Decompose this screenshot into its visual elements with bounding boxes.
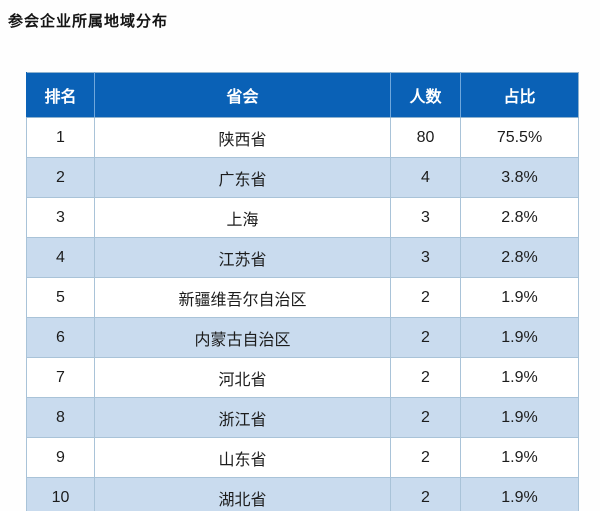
table-cell-count: 80 [390,117,461,158]
table-cell-count: 2 [390,317,461,358]
table-cell-rank: 4 [26,237,95,278]
table-cell-province: 内蒙古自治区 [94,317,391,358]
page-title: 参会企业所属地域分布 [8,13,169,30]
table-row: 5 新疆维吾尔自治区 2 1.9% [26,277,579,318]
table-cell-rank: 8 [26,397,95,438]
table-cell-province: 山东省 [94,437,391,478]
table-cell-province: 河北省 [94,357,391,398]
table-cell-rank: 7 [26,357,95,398]
table-cell-rank: 5 [26,277,95,318]
table-cell-count: 2 [390,397,461,438]
table-cell-count: 3 [390,237,461,278]
table-cell-percent: 1.9% [460,277,579,318]
table-cell-rank: 3 [26,197,95,238]
table-cell-province: 广东省 [94,157,391,198]
table-cell-count: 4 [390,157,461,198]
table-cell-rank: 1 [26,117,95,158]
header-cell-province: 省会 [94,72,391,118]
table-cell-province: 新疆维吾尔自治区 [94,277,391,318]
table-cell-percent: 1.9% [460,357,579,398]
table-row: 3 上海 3 2.8% [26,197,579,238]
table-cell-count: 2 [390,357,461,398]
table-cell-province: 浙江省 [94,397,391,438]
table-row: 2 广东省 4 3.8% [26,157,579,198]
table-cell-percent: 1.9% [460,477,579,511]
table-cell-rank: 9 [26,437,95,478]
table-row: 7 河北省 2 1.9% [26,357,579,398]
table-cell-percent: 75.5% [460,117,579,158]
table-row: 4 江苏省 3 2.8% [26,237,579,278]
table-cell-percent: 2.8% [460,237,579,278]
table-cell-province: 上海 [94,197,391,238]
table-row: 9 山东省 2 1.9% [26,437,579,478]
table-cell-count: 2 [390,477,461,511]
table-header: 排名 省会 人数 占比 [26,72,579,118]
header-cell-count: 人数 [390,72,461,118]
table-cell-rank: 10 [26,477,95,511]
table-body: 1 陕西省 80 75.5% 2 广东省 4 3.8% 3 上海 3 2.8% 4 江苏省 3 2.8% 5 新疆… [26,117,579,511]
header-cell-rank: 排名 [26,72,95,118]
table-cell-percent: 1.9% [460,317,579,358]
table-cell-province: 湖北省 [94,477,391,511]
table-cell-province: 江苏省 [94,237,391,278]
table-row: 6 内蒙古自治区 2 1.9% [26,317,579,358]
table-cell-percent: 2.8% [460,197,579,238]
table-row: 8 浙江省 2 1.9% [26,397,579,438]
table-row: 10 湖北省 2 1.9% [26,477,579,511]
table-cell-count: 2 [390,277,461,318]
table-cell-rank: 2 [26,157,95,198]
table-cell-percent: 3.8% [460,157,579,198]
table-cell-count: 3 [390,197,461,238]
table-cell-percent: 1.9% [460,437,579,478]
table-header-row: 排名 省会 人数 占比 [26,72,579,118]
table-cell-province: 陕西省 [94,117,391,158]
table-row: 1 陕西省 80 75.5% [26,117,579,158]
header-cell-percent: 占比 [460,72,579,118]
table-cell-count: 2 [390,437,461,478]
table-cell-percent: 1.9% [460,397,579,438]
table-cell-rank: 6 [26,317,95,358]
region-distribution-table: 排名 省会 人数 占比 1 陕西省 80 75.5% 2 广东省 4 3.8% 3 上海 3 2.8% 4 江苏… [26,72,579,511]
